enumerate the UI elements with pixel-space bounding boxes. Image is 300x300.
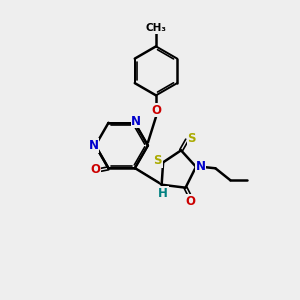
Text: N: N (89, 139, 99, 152)
Text: S: S (187, 132, 196, 145)
Text: CH₃: CH₃ (146, 23, 167, 34)
Text: N: N (131, 115, 141, 128)
Text: S: S (154, 154, 162, 167)
Text: H: H (158, 187, 168, 200)
Text: O: O (90, 163, 100, 176)
Text: N: N (196, 160, 206, 173)
Text: O: O (151, 104, 161, 117)
Text: O: O (185, 195, 195, 208)
